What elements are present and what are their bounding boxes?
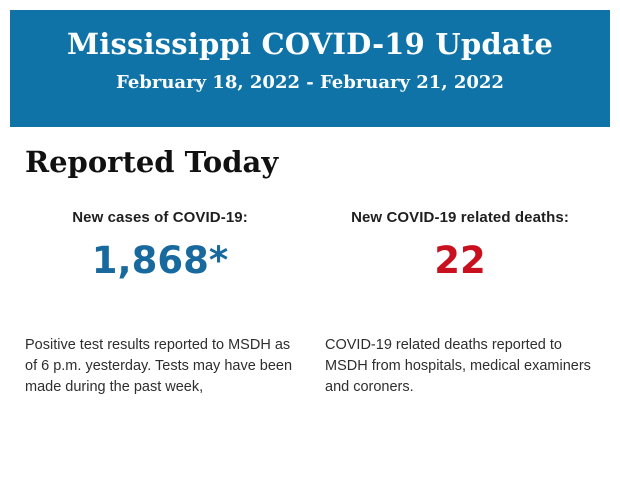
new-deaths-description-cell: COVID-19 related deaths reported to MSDH… [310,335,610,398]
new-deaths-label: New COVID-19 related deaths: [351,209,569,226]
page-title: Mississippi COVID-19 Update [66,27,554,61]
stats-row: New cases of COVID-19: 1,868* New COVID-… [10,209,610,279]
header-banner: Mississippi COVID-19 Update February 18,… [10,10,610,127]
new-cases-label: New cases of COVID-19: [72,209,248,226]
new-cases-description-cell: Positive test results reported to MSDH a… [10,335,310,398]
new-deaths-description: COVID-19 related deaths reported to MSDH… [325,337,591,395]
new-deaths-value: 22 [434,239,486,282]
stat-new-deaths: New COVID-19 related deaths: 22 [310,209,610,279]
date-range: February 18, 2022 - February 21, 2022 [116,72,504,93]
new-cases-value: 1,868* [91,239,229,282]
section-heading: Reported Today [25,145,279,179]
descriptions-row: Positive test results reported to MSDH a… [10,335,610,398]
new-cases-description: Positive test results reported to MSDH a… [25,337,293,395]
main-content: Reported Today New cases of COVID-19: 1,… [10,127,610,398]
stat-new-cases: New cases of COVID-19: 1,868* [10,209,310,279]
